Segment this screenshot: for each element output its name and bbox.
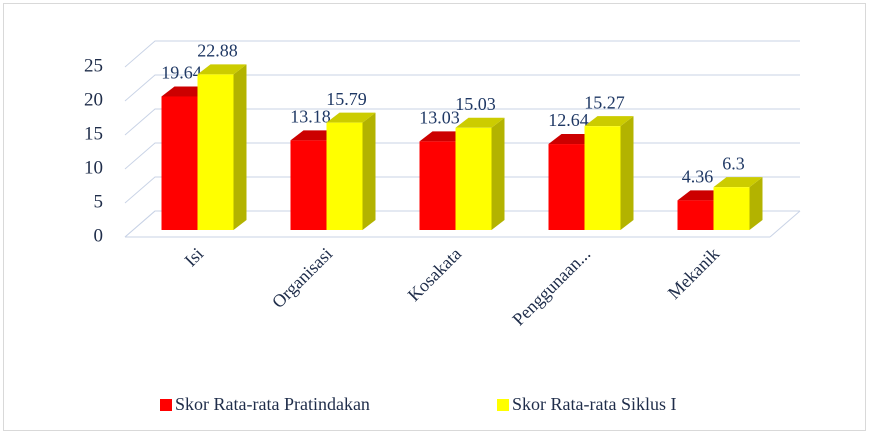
bar-front <box>326 122 363 230</box>
bar-top <box>326 112 376 123</box>
legend-label: Skor Rata-rata Pratindakan <box>175 394 370 414</box>
bar-front <box>677 200 714 230</box>
data-label: 13.18 <box>290 107 331 127</box>
bar-top <box>584 116 634 127</box>
legend-swatch <box>497 399 509 411</box>
bar-front <box>419 141 456 230</box>
data-label: 4.36 <box>682 166 714 186</box>
bar-top <box>455 117 505 128</box>
y-tick-label: 10 <box>84 157 103 178</box>
bar-front <box>197 74 234 230</box>
bar <box>584 116 634 230</box>
bar <box>197 64 247 230</box>
data-label: 12.64 <box>548 110 589 130</box>
bar-front <box>455 127 492 230</box>
data-label: 15.03 <box>455 94 496 114</box>
bar <box>326 112 376 230</box>
bar-front <box>290 140 327 230</box>
bar <box>455 117 505 230</box>
bar-top <box>197 64 247 75</box>
y-tick-label: 0 <box>94 225 104 246</box>
y-tick-label: 15 <box>84 123 103 144</box>
data-label: 15.79 <box>326 89 367 109</box>
y-tick-label: 25 <box>84 55 103 76</box>
bar-side <box>491 117 505 230</box>
bar-side <box>749 177 763 230</box>
data-label: 13.03 <box>419 108 460 128</box>
y-tick-label: 5 <box>94 191 104 212</box>
data-label: 6.3 <box>722 153 745 173</box>
bar <box>713 177 763 230</box>
grid-line <box>124 40 800 68</box>
bar-front <box>548 144 585 230</box>
data-label: 22.88 <box>197 41 238 61</box>
data-label: 19.64 <box>161 63 202 83</box>
data-label: 15.27 <box>584 92 625 112</box>
legend-swatch <box>160 399 172 411</box>
bar-side <box>362 112 376 230</box>
legend-label: Skor Rata-rata Siklus I <box>512 394 676 414</box>
bar-top <box>713 177 763 188</box>
axis-line <box>769 210 801 238</box>
bar-front <box>584 126 621 230</box>
bar-front <box>161 96 198 230</box>
bar-front <box>713 187 750 230</box>
bar-side <box>233 64 247 230</box>
grid-line <box>124 108 800 136</box>
grid-line <box>124 74 800 102</box>
bar-side <box>620 116 634 230</box>
y-tick-label: 20 <box>84 89 103 110</box>
